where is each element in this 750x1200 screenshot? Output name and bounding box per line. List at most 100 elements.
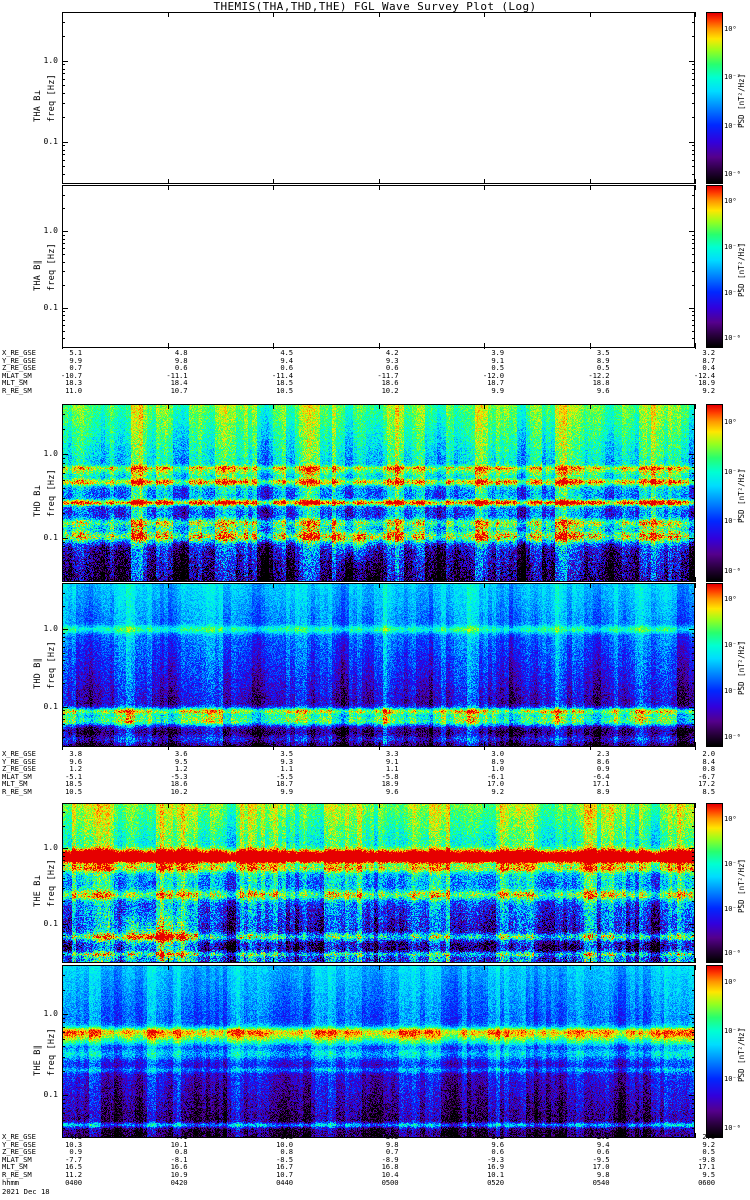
ytick-minor [692, 718, 695, 720]
annotation-value: 9.2 [702, 1139, 715, 1149]
annotation-row-label: Y_RE_GSE [2, 355, 36, 365]
ytick-major [62, 454, 68, 456]
annotation-row: MLT_SM 16.5 16.6 16.7 16.8 16.9 17.0 17.1 [0, 1163, 750, 1171]
ytick-label: 0.1 [43, 1090, 58, 1100]
ytick-minor [692, 940, 695, 942]
xtick [273, 583, 274, 588]
annotation-row: Z_RE_GSE 1.2 1.2 1.1 1.1 1.0 0.9 0.8 [0, 765, 750, 773]
annotation-value: 3.5 [280, 749, 293, 758]
xtick [695, 746, 696, 750]
colorbar-tick: 10⁻⁶ [724, 949, 741, 958]
annotation-row: Y_RE_GSE 10.3 10.1 10.0 9.8 9.6 9.4 9.2 [0, 1139, 750, 1149]
xtick [695, 1133, 696, 1138]
panel-thd-bpar [62, 583, 695, 747]
xtick [695, 965, 696, 970]
xtick [695, 577, 696, 582]
ytick-major [62, 141, 68, 143]
ytick-minor [692, 117, 695, 119]
xtick [167, 742, 169, 747]
annotation-value: 16.7 [276, 1162, 293, 1172]
annotation-value: 10.5 [276, 385, 293, 395]
annotation-row: X_RE_GSE 4.3 4.1 3.8 3.5 3.2 2.9 2.6 [0, 1133, 750, 1141]
xtick [273, 958, 274, 963]
annotation-value: -7.7 [65, 1154, 82, 1164]
annotation-thd-ephemeris: X_RE_GSE 3.8 3.6 3.5 3.3 3.0 2.3 2.0 Y_RE_GSE 9.6… [0, 750, 750, 796]
ytick-minor [62, 338, 65, 340]
annotation-value: 18.3 [65, 378, 82, 388]
annotation-row-label: Z_RE_GSE [2, 1147, 36, 1157]
ytick-minor [692, 254, 695, 256]
annotation-row: MLAT_SM -7.7 -8.1 -8.5 -8.9 -9.3 -9.5 -9.8 [0, 1156, 750, 1164]
xtick [484, 965, 485, 970]
ytick-minor [692, 1070, 695, 1072]
ytick-major [689, 1095, 695, 1097]
annotation-value: -12.2 [588, 370, 610, 380]
xtick [273, 746, 274, 750]
annotation-row: X_RE_GSE 3.8 3.6 3.5 3.3 3.0 2.3 2.0 [0, 750, 750, 758]
colorbar-tick: 10⁻⁶ [724, 733, 741, 742]
ytick-minor [62, 812, 65, 814]
xtick [62, 345, 63, 349]
xtick [484, 577, 485, 582]
annotation-value: 0.6 [385, 363, 399, 373]
ytick-minor [692, 859, 695, 861]
annotation-value: 4.3 [69, 1132, 82, 1141]
annotation-value: 9.1 [385, 756, 399, 766]
ylabel-freq: freq [Hz] [47, 469, 57, 517]
ytick-label: 1.0 [43, 1009, 58, 1019]
ytick-minor [62, 473, 65, 475]
ytick-minor [62, 68, 65, 70]
annotation-value: 10.5 [65, 786, 82, 796]
annotation-value: 2.6 [702, 1132, 715, 1141]
annotation-value: 3.0 [491, 749, 504, 758]
xtick [484, 404, 485, 409]
ytick-minor [62, 641, 65, 643]
ytick-major [689, 538, 695, 540]
ytick-major [62, 60, 68, 62]
annotation-value: 9.9 [491, 385, 504, 395]
ylabel-the-bperp: THE B⊥ [33, 875, 43, 907]
xtick [378, 965, 380, 970]
ytick-major [689, 629, 695, 631]
colorbar-tick: 10⁻² [724, 1026, 741, 1035]
annotation-value: 8.9 [491, 756, 504, 766]
annotation-row: Z_RE_GSE 0.7 0.6 0.6 0.6 0.5 0.5 0.4 [0, 364, 750, 372]
annotation-row-label: Z_RE_GSE [2, 764, 36, 774]
colorbar-tick: 10⁰ [724, 815, 737, 823]
ytick-minor [692, 683, 695, 685]
xtick [273, 577, 274, 582]
ytick-minor [62, 729, 65, 731]
ytick-minor [692, 636, 695, 638]
ytick-minor [692, 592, 695, 594]
ytick-minor [692, 479, 695, 481]
annotation-value: 4.1 [174, 1132, 188, 1141]
ytick-minor [692, 927, 695, 929]
annotation-value: 10.0 [276, 1139, 293, 1149]
colorbar-thd-bpar [706, 583, 723, 747]
ytick-minor [692, 571, 695, 573]
annotation-value: 9.6 [385, 786, 399, 796]
annotation-value: -6.7 [698, 771, 715, 781]
ytick-minor [692, 324, 695, 326]
xtick [62, 1133, 63, 1138]
annotation-value: 0600 [698, 1177, 715, 1187]
ytick-minor [62, 652, 65, 654]
annotation-value: 2.3 [596, 749, 610, 758]
ytick-minor [62, 1056, 65, 1058]
ytick-minor [62, 660, 65, 662]
xtick [378, 345, 380, 349]
annotation-value: 0.8 [174, 1147, 188, 1157]
xtick [167, 746, 169, 750]
xtick [589, 965, 591, 970]
xtick [167, 1133, 169, 1138]
ytick-minor [62, 315, 65, 317]
ytick-minor [62, 92, 65, 94]
ytick-label: 1.0 [43, 843, 58, 853]
ytick-minor [692, 551, 695, 553]
ytick-minor [692, 989, 695, 991]
annotation-value: 0.8 [280, 1147, 293, 1157]
ytick-minor [62, 1026, 65, 1028]
ytick-minor [62, 145, 65, 147]
colorbar-tick: 10⁻² [724, 641, 741, 650]
annotation-value: 18.5 [65, 779, 82, 789]
